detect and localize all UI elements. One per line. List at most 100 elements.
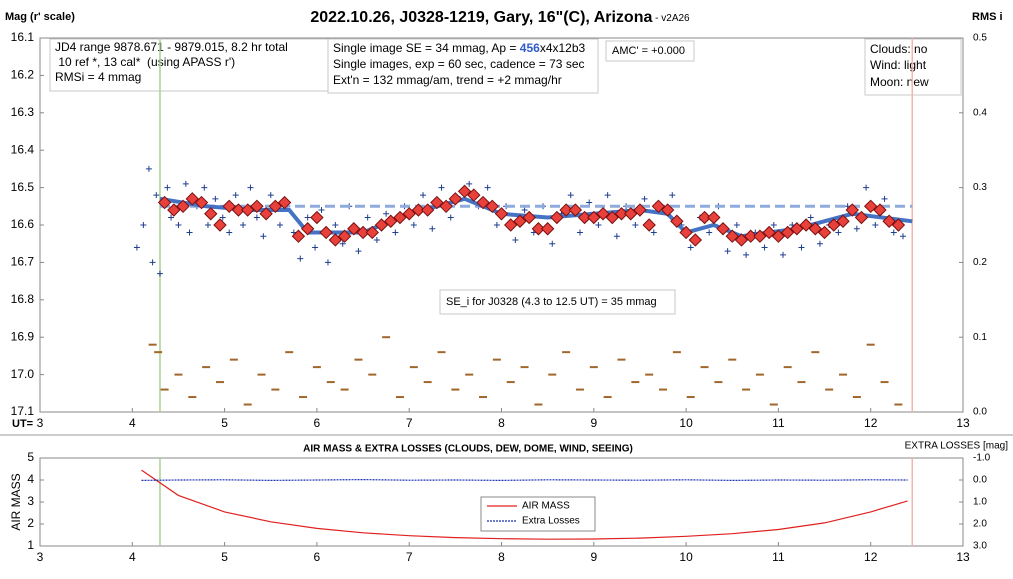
point xyxy=(672,351,681,354)
point xyxy=(548,373,557,376)
point xyxy=(771,229,786,243)
point xyxy=(614,207,629,221)
y-tick-label: 16.9 xyxy=(11,329,35,343)
point xyxy=(780,251,787,258)
point xyxy=(300,222,315,236)
point xyxy=(466,180,473,187)
point xyxy=(632,222,639,228)
y2-tick-label: 0.2 xyxy=(973,257,987,268)
y2-tick-label: 0.0 xyxy=(973,407,987,418)
point xyxy=(651,199,666,214)
series-line xyxy=(141,469,908,540)
point xyxy=(312,244,319,251)
point xyxy=(215,381,224,384)
y-tick-label: 16.7 xyxy=(11,255,35,269)
point xyxy=(153,192,160,199)
point xyxy=(423,381,432,384)
point xyxy=(154,351,163,354)
point xyxy=(624,207,638,221)
point xyxy=(660,203,675,217)
x-tick-label: 6 xyxy=(314,416,321,430)
point xyxy=(213,218,227,232)
x-tick-label: 12 xyxy=(864,416,878,430)
point xyxy=(212,195,219,202)
point xyxy=(577,210,592,225)
point xyxy=(816,240,823,247)
y2-axis-label: RMS i xyxy=(972,11,1003,23)
point xyxy=(605,210,619,225)
point xyxy=(641,195,648,202)
point xyxy=(894,403,903,406)
point xyxy=(356,225,370,240)
point xyxy=(310,210,324,225)
point xyxy=(409,366,418,369)
point xyxy=(429,225,436,232)
point xyxy=(231,203,246,217)
point xyxy=(744,229,758,243)
point xyxy=(808,222,823,236)
x-axis-label: UT= xyxy=(12,418,33,430)
point xyxy=(742,388,751,391)
point xyxy=(337,229,352,243)
point xyxy=(707,210,721,225)
y-tick-label: 16.4 xyxy=(11,142,35,156)
point xyxy=(438,184,445,191)
point xyxy=(411,203,426,217)
info-line: 10 ref *, 13 cal* (using APASS r') xyxy=(55,55,235,69)
point xyxy=(679,225,693,240)
info-line: Single image SE = 34 mmag, Ap = 456x4x12… xyxy=(333,41,586,55)
point xyxy=(448,192,463,206)
box xyxy=(864,38,962,96)
x-tick-label: 9 xyxy=(590,416,597,430)
point xyxy=(156,270,163,277)
point xyxy=(549,240,556,247)
point xyxy=(226,229,233,236)
point xyxy=(430,195,444,210)
point xyxy=(148,343,157,346)
point xyxy=(631,381,640,384)
point xyxy=(318,207,325,214)
point xyxy=(392,229,399,236)
y2-tick-label: 1.0 xyxy=(973,497,987,508)
point xyxy=(297,255,304,262)
point xyxy=(384,214,398,228)
point xyxy=(304,214,311,221)
info-box: JD4 range 9878.671 - 9879.015, 8.2 hr to… xyxy=(49,38,329,92)
x-tick-label: 4 xyxy=(129,416,136,430)
y-tick-label: 16.1 xyxy=(11,30,35,44)
point xyxy=(769,403,778,406)
point xyxy=(797,381,806,384)
x-tick-label: 3 xyxy=(37,416,44,430)
point xyxy=(670,214,684,228)
point xyxy=(603,396,612,399)
point xyxy=(328,233,343,247)
point xyxy=(880,381,889,384)
point xyxy=(559,203,573,217)
chart-title: 2022.10.26, J0328-1219, Gary, 16"(C), Ar… xyxy=(310,9,690,26)
y-tick-label: 2 xyxy=(27,516,34,530)
point xyxy=(395,396,404,399)
point xyxy=(645,373,654,376)
x-tick-label: 7 xyxy=(406,416,413,430)
point xyxy=(133,244,140,251)
point xyxy=(540,222,555,236)
point xyxy=(176,199,190,214)
box xyxy=(439,289,676,315)
point xyxy=(743,251,750,258)
y2-tick-label: -1.0 xyxy=(973,453,991,464)
info-part: Single image SE = 34 mmag, Ap = xyxy=(333,41,520,55)
x-tick-label: 6 xyxy=(314,550,321,564)
point xyxy=(276,222,283,228)
point xyxy=(575,388,584,391)
y2-axis-label: EXTRA LOSSES [mag] xyxy=(905,441,1009,452)
point xyxy=(817,225,832,240)
x-tick-label: 5 xyxy=(221,416,228,430)
point xyxy=(835,229,842,236)
point xyxy=(589,366,598,369)
point xyxy=(716,222,730,236)
point xyxy=(368,373,377,376)
point xyxy=(240,203,255,217)
point xyxy=(485,199,499,214)
info-line: AMC' = +0.000 xyxy=(612,45,685,57)
x-tick-label: 9 xyxy=(590,550,597,564)
